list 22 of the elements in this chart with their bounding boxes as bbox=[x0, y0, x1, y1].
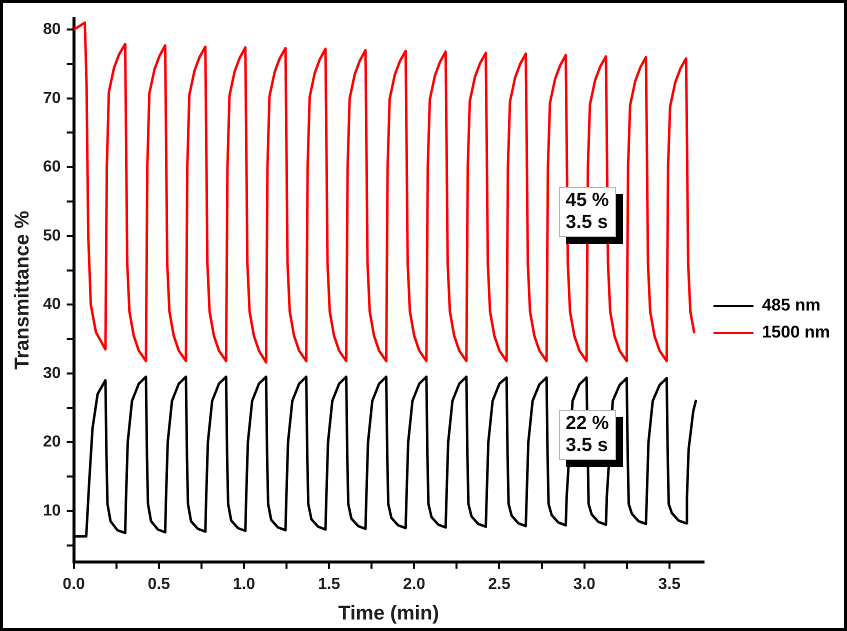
annotation: 22 % 3.5 s bbox=[558, 410, 616, 460]
x-axis-title: Time (min) bbox=[338, 602, 440, 625]
legend-label: 1500 nm bbox=[762, 322, 830, 342]
x-tick-label: 0.5 bbox=[148, 576, 170, 593]
y-tick-label: 10 bbox=[43, 502, 61, 520]
x-tick-label: 0.0 bbox=[62, 576, 86, 593]
y-tick-label: 80 bbox=[43, 21, 61, 38]
x-tick-label: 2.0 bbox=[403, 576, 426, 593]
x-tick-label: 3.5 bbox=[658, 576, 681, 593]
y-axis-title: Transmittance % bbox=[12, 210, 34, 370]
x-tick-label: 1.5 bbox=[318, 576, 340, 593]
legend-label: 485 nm bbox=[762, 296, 821, 315]
y-tick-label: 40 bbox=[43, 296, 61, 314]
annotation: 45 % 3.5 s bbox=[558, 186, 616, 237]
y-tick-label: 30 bbox=[43, 364, 61, 382]
y-tick-label: 20 bbox=[43, 434, 61, 451]
y-tick-label: 50 bbox=[43, 227, 61, 244]
x-tick-label: 3.0 bbox=[573, 576, 596, 593]
y-tick-label: 60 bbox=[43, 158, 61, 176]
y-tick-label: 70 bbox=[43, 90, 61, 107]
x-tick-label: 2.5 bbox=[488, 576, 510, 593]
x-tick-label: 1.0 bbox=[232, 576, 256, 593]
